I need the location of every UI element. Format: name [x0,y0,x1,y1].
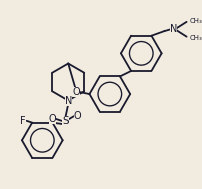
Text: O: O [74,111,81,121]
Text: N: N [64,95,72,105]
Text: N: N [170,24,177,34]
Text: O: O [49,114,56,124]
Text: CH₃: CH₃ [189,18,202,24]
Text: F: F [20,116,26,126]
Text: CH₃: CH₃ [189,35,202,41]
Text: O: O [73,87,80,97]
Text: S: S [62,116,69,126]
